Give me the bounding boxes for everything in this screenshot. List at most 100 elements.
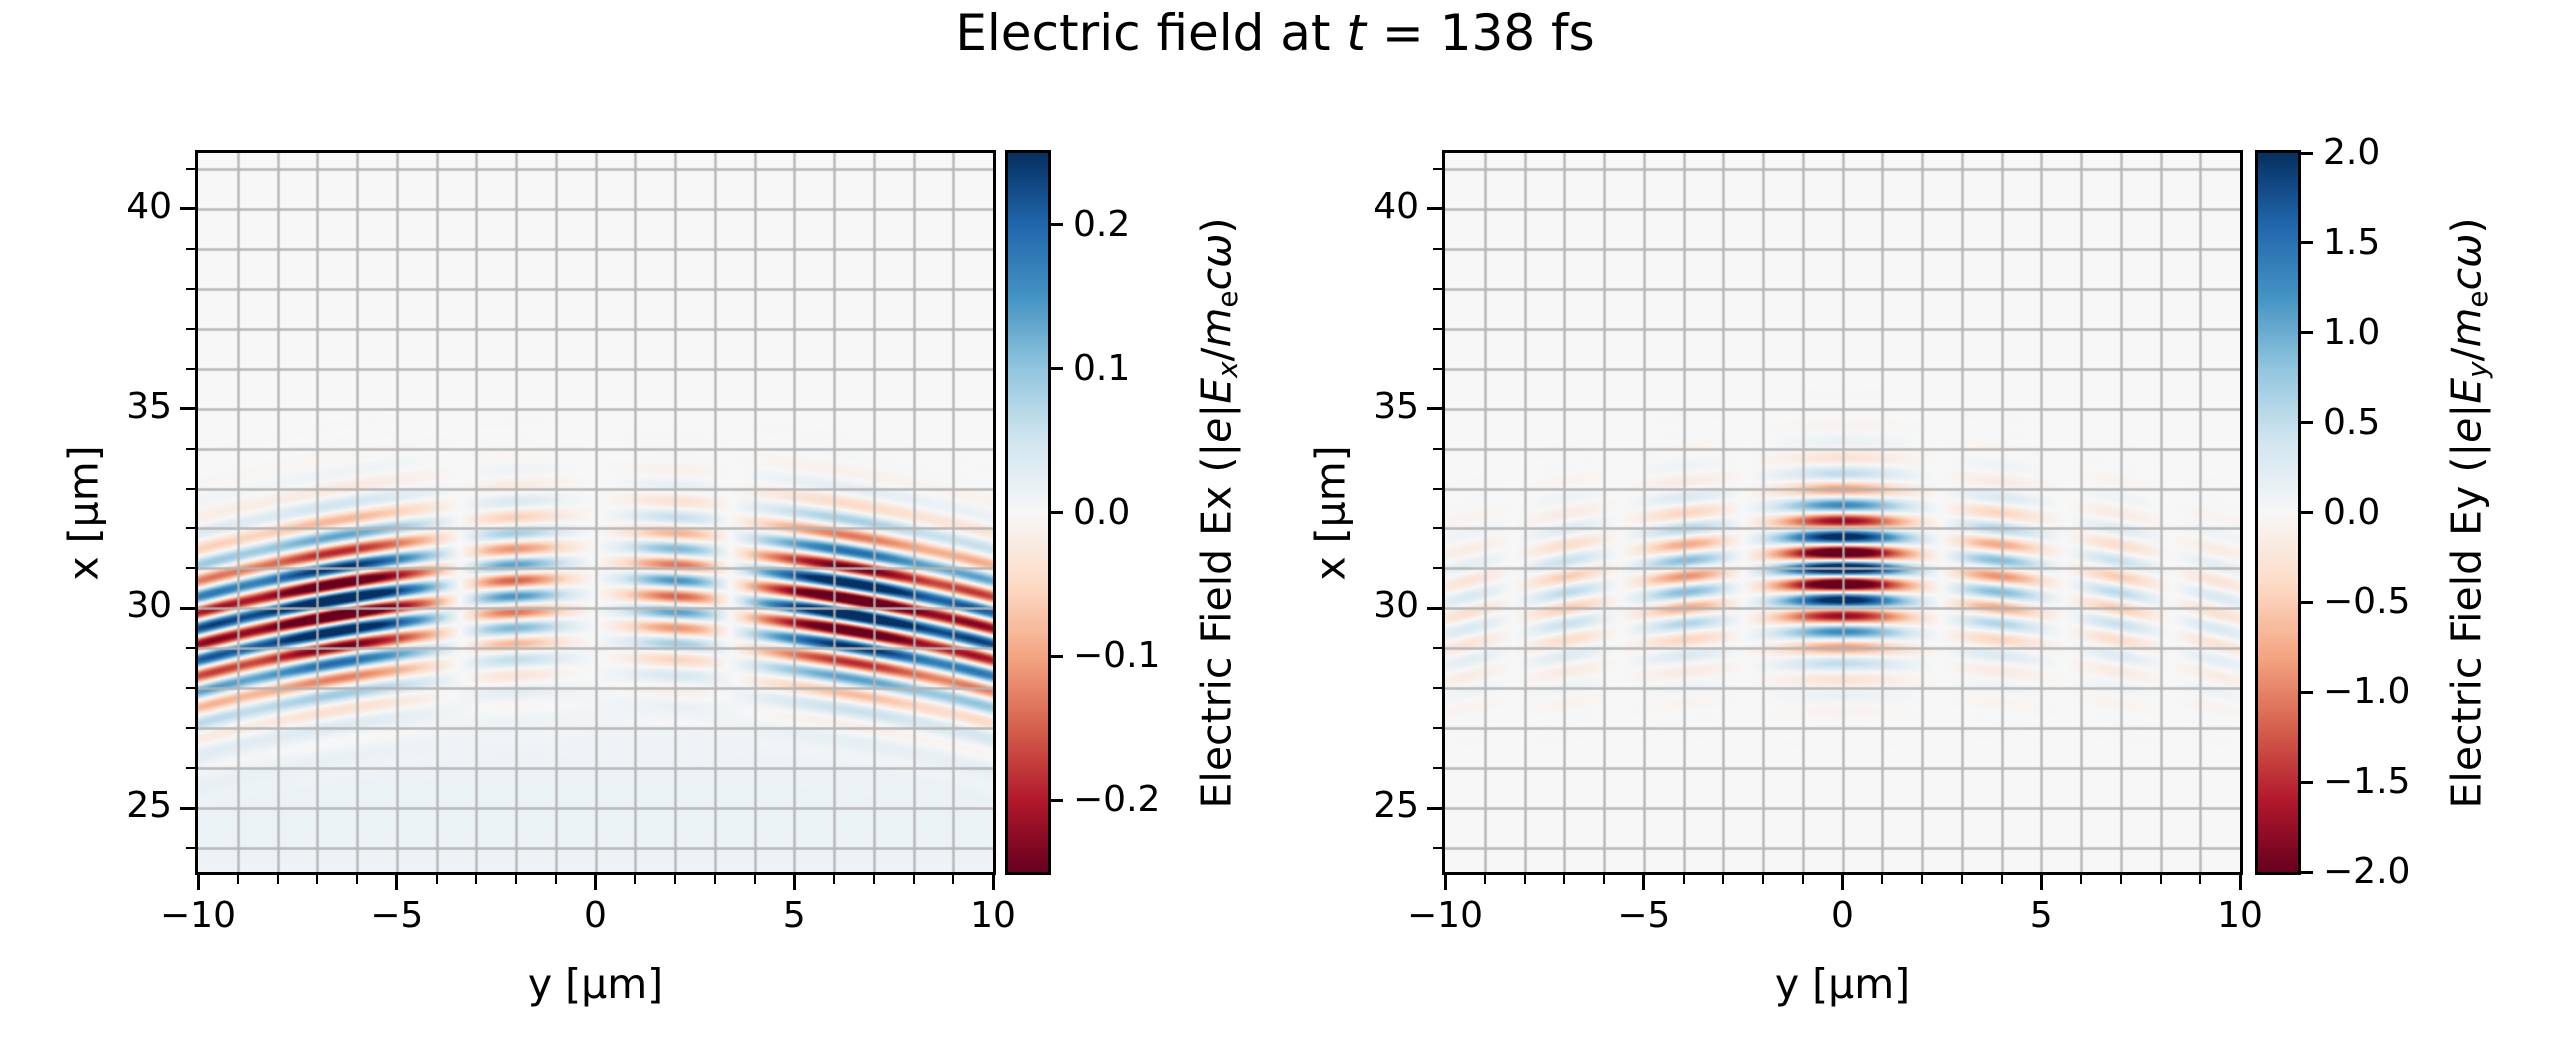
text-token: ) xyxy=(2442,217,2490,234)
y-major-tick xyxy=(180,806,195,810)
x-minor-tick xyxy=(475,875,478,884)
y-major-tick xyxy=(180,407,195,411)
y-minor-tick xyxy=(1433,687,1442,690)
x-minor-tick xyxy=(713,875,716,884)
x-minor-tick xyxy=(515,875,517,884)
colorbar-tick xyxy=(2301,151,2313,155)
y-minor-tick xyxy=(1433,567,1442,570)
axes-frame-ey xyxy=(1442,150,2243,875)
text-token: t xyxy=(1346,4,1367,62)
y-major-tick xyxy=(1427,806,1442,810)
x-tick-label: 0 xyxy=(584,895,607,936)
x-major-tick xyxy=(594,875,597,890)
x-tick-label: 0 xyxy=(1831,895,1854,936)
text-token: Electric Field Ex (| xyxy=(1192,442,1240,808)
y-minor-tick xyxy=(1433,487,1442,490)
text-token: e xyxy=(1210,289,1244,308)
colorbar-tick xyxy=(2301,421,2313,425)
x-minor-tick xyxy=(1603,875,1605,884)
x-minor-tick xyxy=(1722,875,1725,884)
x-tick-label: 10 xyxy=(970,895,1016,936)
colorbar-tick xyxy=(2301,870,2313,874)
text-token: | xyxy=(1192,403,1240,418)
y-minor-tick xyxy=(186,167,195,170)
y-minor-tick xyxy=(1433,247,1442,250)
colorbar-tick-label: −1.5 xyxy=(2323,761,2411,803)
x-minor-tick xyxy=(1960,875,1963,884)
colorbar-tick xyxy=(1051,367,1063,371)
colorbar-tick-label: 1.5 xyxy=(2323,221,2381,263)
y-minor-tick xyxy=(1433,647,1442,650)
x-minor-tick xyxy=(2000,875,2003,884)
text-token: / xyxy=(1192,347,1240,361)
y-tick-label: 40 xyxy=(1373,186,1419,228)
y-tick-label: 35 xyxy=(1373,385,1419,427)
y-minor-tick xyxy=(186,847,195,850)
colorbar-tick-label: −0.2 xyxy=(1073,779,1161,821)
y-major-tick xyxy=(1427,606,1442,610)
x-minor-tick xyxy=(1762,875,1764,884)
y-minor-tick xyxy=(186,567,195,570)
y-minor-tick xyxy=(1433,447,1442,450)
y-axis-label-ey: x [μm] xyxy=(1306,444,1354,581)
colorbar-tick-label: 1.0 xyxy=(2323,311,2381,353)
colorbar-tick xyxy=(2301,331,2313,335)
x-tick-label: −10 xyxy=(160,895,236,936)
y-minor-tick xyxy=(186,287,195,290)
y-tick-label: 35 xyxy=(126,385,172,427)
x-minor-tick xyxy=(554,875,557,884)
x-major-tick xyxy=(991,875,995,890)
text-token: | xyxy=(2442,403,2490,418)
x-axis-label-ex: y [μm] xyxy=(527,960,664,1008)
x-tick-label: −10 xyxy=(1407,895,1483,936)
x-tick-label: 5 xyxy=(782,895,806,936)
y-minor-tick xyxy=(186,447,195,450)
x-minor-tick xyxy=(2119,875,2122,884)
heatmap-canvas-ey xyxy=(1445,153,2240,872)
text-token: e xyxy=(2460,289,2494,308)
y-minor-tick xyxy=(186,527,195,530)
text-token: c xyxy=(1192,267,1240,290)
y-tick-label: 30 xyxy=(126,585,172,627)
x-minor-tick xyxy=(1921,875,1923,884)
colorbar-tick-label: 0.1 xyxy=(1073,347,1131,389)
colorbar-tick-label: 0.0 xyxy=(1073,491,1131,533)
colorbar-tick-label: −1.0 xyxy=(2323,671,2411,713)
text-token: ω xyxy=(1192,233,1240,268)
text-token: m xyxy=(2442,307,2490,348)
colorbar-tick-label: 0.5 xyxy=(2323,401,2381,443)
y-minor-tick xyxy=(186,727,195,730)
x-major-tick xyxy=(2238,875,2242,890)
y-minor-tick xyxy=(1433,367,1442,370)
text-token: e xyxy=(2442,417,2490,443)
y-minor-tick xyxy=(186,247,195,250)
x-minor-tick xyxy=(1523,875,1526,884)
text-token: = 138 fs xyxy=(1366,4,1595,62)
colorbar-tick-label: −2.0 xyxy=(2323,851,2411,892)
x-major-tick xyxy=(1841,875,1844,890)
x-minor-tick xyxy=(872,875,875,884)
y-tick-label: 30 xyxy=(1373,585,1419,627)
y-minor-tick xyxy=(186,687,195,690)
x-major-tick xyxy=(1443,875,1447,890)
colorbar-label-ex: Electric Field Ex (|e|Ex/mecω) xyxy=(1190,153,1244,872)
x-minor-tick xyxy=(356,875,358,884)
y-minor-tick xyxy=(186,647,195,650)
y-minor-tick xyxy=(1433,527,1442,530)
x-major-tick xyxy=(792,875,796,890)
x-minor-tick xyxy=(2199,875,2202,884)
text-token: E xyxy=(1192,377,1240,404)
x-tick-label: −5 xyxy=(370,895,424,936)
x-minor-tick xyxy=(1881,875,1884,884)
x-minor-tick xyxy=(2159,875,2162,884)
x-minor-tick xyxy=(753,875,756,884)
colorbar-tick xyxy=(1051,511,1063,514)
text-token: ω xyxy=(2442,233,2490,268)
x-minor-tick xyxy=(1801,875,1804,884)
x-tick-label: −5 xyxy=(1617,895,1671,936)
y-tick-label: 40 xyxy=(126,186,172,228)
y-tick-label: 25 xyxy=(1373,785,1419,827)
y-major-tick xyxy=(180,606,195,610)
text-token: / xyxy=(2442,347,2490,361)
x-tick-label: 5 xyxy=(2029,895,2053,936)
